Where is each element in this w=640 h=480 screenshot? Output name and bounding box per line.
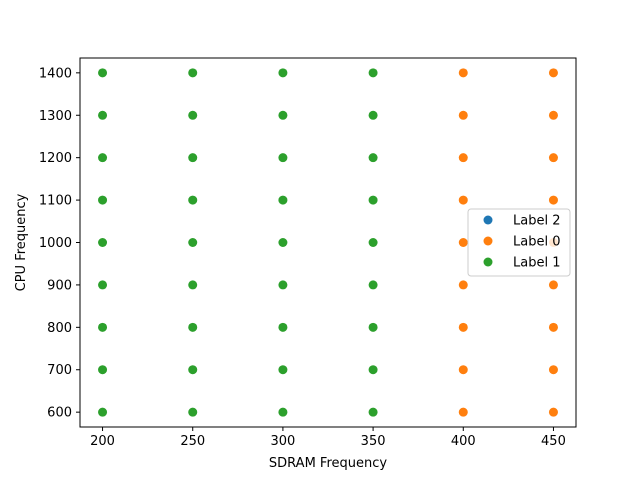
scatter-point — [368, 322, 378, 332]
scatter-point — [458, 195, 468, 205]
scatter-point — [368, 195, 378, 205]
scatter-point — [98, 238, 108, 247]
scatter-point — [188, 322, 198, 332]
y-axis-ticks: 600 700 800 900 1000 1100 1200 1300 1400 — [39, 66, 80, 421]
scatter-point — [458, 238, 468, 247]
scatter-point — [458, 280, 468, 290]
scatter-point — [98, 110, 108, 120]
y-tick-label: 1300 — [39, 109, 72, 124]
scatter-point — [368, 280, 378, 290]
y-tick-label: 1000 — [39, 236, 72, 251]
x-tick-label: 400 — [451, 434, 476, 449]
scatter-point — [548, 195, 558, 205]
scatter-point — [98, 68, 108, 78]
scatter-point — [368, 407, 378, 417]
scatter-point — [98, 322, 108, 332]
scatter-point — [278, 238, 288, 247]
legend-box — [467, 208, 571, 277]
x-tick-label: 450 — [541, 434, 566, 449]
scatter-point — [278, 365, 288, 375]
scatter-point — [98, 407, 108, 417]
scatter-point — [188, 153, 198, 163]
scatter-point — [188, 238, 198, 247]
y-axis-label: CPU Frequency — [14, 193, 29, 291]
scatter-point — [548, 407, 558, 417]
scatter-point — [548, 153, 558, 163]
legend-entry-label: Label 1 — [513, 256, 560, 271]
data-points — [98, 68, 558, 417]
y-tick-label: 800 — [47, 321, 72, 336]
scatter-point — [278, 407, 288, 417]
scatter-point — [458, 365, 468, 375]
legend-marker — [483, 215, 493, 225]
scatter-point — [458, 110, 468, 120]
scatter-point — [98, 195, 108, 205]
scatter-point — [278, 195, 288, 205]
y-tick-label: 700 — [47, 363, 72, 378]
scatter-point — [188, 280, 198, 290]
scatter-point — [188, 407, 198, 417]
legend-entry-label: Label 2 — [513, 214, 560, 229]
y-tick-label: 1100 — [39, 194, 72, 209]
legend-marker — [483, 257, 493, 267]
scatter-point — [458, 68, 468, 78]
x-axis-label: SDRAM Frequency — [269, 456, 387, 471]
scatter-point — [458, 407, 468, 417]
scatter-point — [458, 153, 468, 163]
x-axis-ticks: 200 250 300 350 400 450 — [90, 427, 566, 449]
x-tick-label: 300 — [270, 434, 295, 449]
legend-marker — [483, 236, 493, 246]
scatter-point — [458, 322, 468, 332]
x-tick-label: 350 — [361, 434, 386, 449]
scatter-point — [98, 280, 108, 290]
y-tick-label: 1200 — [39, 151, 72, 166]
x-tick-label: 250 — [180, 434, 205, 449]
scatter-point — [278, 153, 288, 163]
scatter-point — [98, 153, 108, 163]
scatter-point — [368, 68, 378, 78]
scatter-point — [188, 195, 198, 205]
scatter-point — [548, 110, 558, 120]
legend-entry-label: Label 0 — [513, 235, 560, 250]
scatter-point — [368, 365, 378, 375]
scatter-point — [368, 238, 378, 247]
scatter-point — [368, 110, 378, 120]
scatter-point — [548, 322, 558, 332]
y-tick-label: 600 — [47, 406, 72, 421]
scatter-point — [98, 365, 108, 375]
scatter-point — [278, 110, 288, 120]
scatter-point — [548, 365, 558, 375]
scatter-point — [278, 280, 288, 290]
scatter-point — [188, 110, 198, 120]
scatter-point — [548, 68, 558, 78]
y-tick-label: 1400 — [39, 66, 72, 81]
legend: Label 2 Label 0 Label 1 — [467, 208, 571, 277]
y-tick-label: 900 — [47, 278, 72, 293]
scatter-point — [278, 68, 288, 78]
scatter-point — [188, 365, 198, 375]
x-tick-label: 200 — [90, 434, 115, 449]
scatter-point — [188, 68, 198, 78]
scatter-point — [548, 280, 558, 290]
scatter-point — [278, 322, 288, 332]
scatter-point — [368, 153, 378, 163]
